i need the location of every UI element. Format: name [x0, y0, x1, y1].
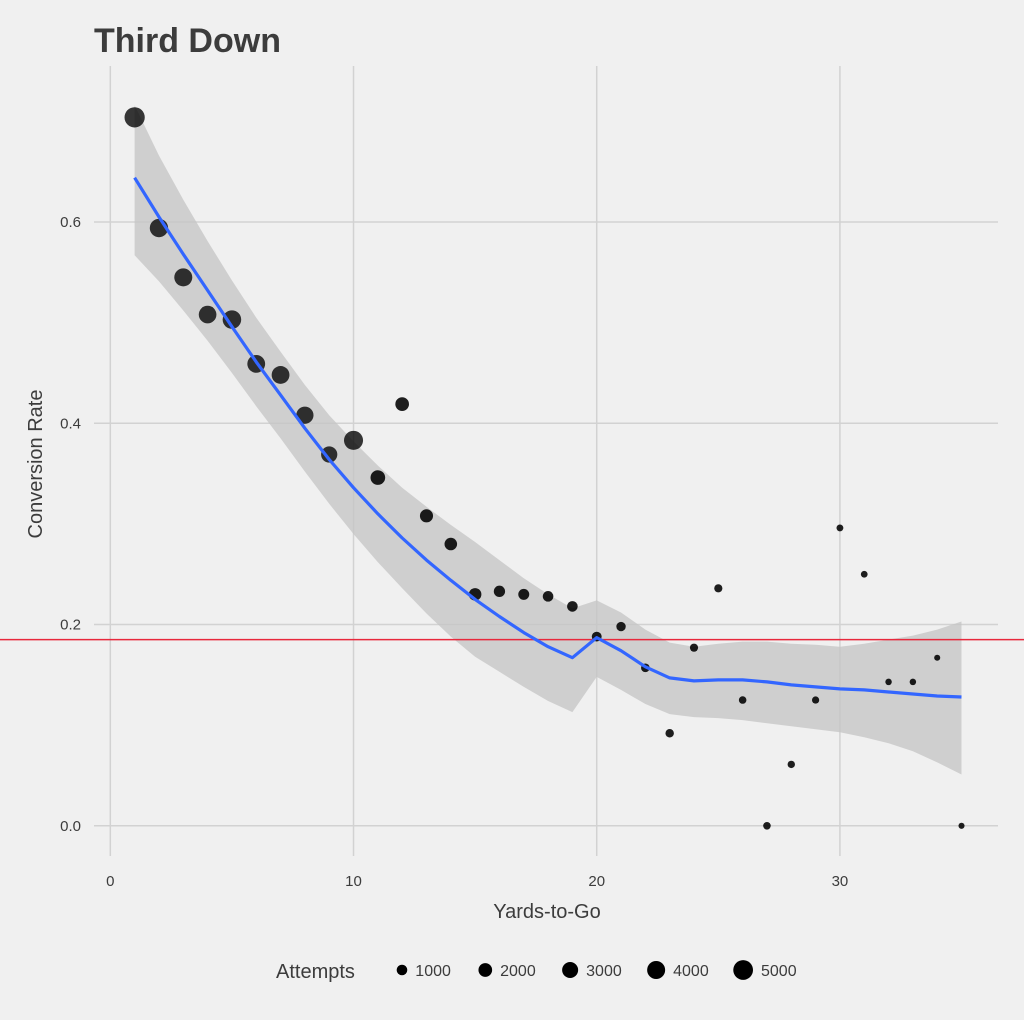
- data-point: [958, 822, 965, 829]
- x-tick-label: 20: [588, 873, 605, 890]
- legend-key: [647, 961, 666, 979]
- data-point: [885, 678, 892, 686]
- data-point: [296, 406, 314, 424]
- y-tick-label: 0.6: [60, 214, 81, 231]
- data-point: [909, 678, 917, 686]
- legend-entries: 1000 2000 3000 4000 5000: [396, 960, 797, 980]
- x-tick-labels: 0 10 20 30: [106, 873, 848, 890]
- data-point: [738, 696, 747, 704]
- grid-lines: [94, 66, 998, 856]
- legend-label: 1000: [415, 963, 451, 980]
- chart-title: Third Down: [94, 22, 281, 60]
- data-point: [616, 621, 626, 632]
- x-tick-label: 10: [345, 873, 362, 890]
- data-point: [567, 601, 578, 612]
- y-tick-label: 0.4: [60, 415, 81, 432]
- confidence-band: [134, 105, 962, 775]
- y-axis-title: Conversion Rate: [25, 390, 47, 539]
- data-point: [124, 107, 145, 128]
- data-point: [321, 446, 338, 463]
- data-point: [222, 310, 242, 329]
- legend-label: 3000: [586, 963, 622, 980]
- y-tick-label: 0.2: [60, 617, 81, 634]
- legend-key: [733, 960, 754, 980]
- data-point: [665, 729, 674, 738]
- data-point: [198, 305, 217, 324]
- data-point: [419, 509, 434, 523]
- y-tick-label: 0.0: [60, 818, 81, 835]
- legend-key: [396, 964, 408, 976]
- legend-key: [562, 961, 579, 979]
- legend-label: 4000: [673, 963, 709, 980]
- data-point: [271, 366, 290, 384]
- x-tick-label: 0: [106, 873, 114, 890]
- data-point: [542, 591, 554, 602]
- size-legend: Attempts 1000 2000 3000 4000 5000: [276, 960, 797, 983]
- legend-label: 5000: [761, 963, 797, 980]
- legend-key: [478, 963, 493, 977]
- data-point: [811, 696, 820, 704]
- y-tick-labels: 0.0 0.2 0.4 0.6: [60, 214, 81, 835]
- data-point: [444, 537, 458, 551]
- x-axis-title: Yards-to-Go: [493, 901, 600, 923]
- smooth-fit-layer: [133, 176, 962, 699]
- legend-label: 2000: [500, 963, 536, 980]
- confidence-band-layer: [134, 105, 962, 775]
- legend-title: Attempts: [276, 961, 355, 983]
- smooth-fit-line: [133, 176, 962, 699]
- data-point: [518, 588, 530, 600]
- data-point: [860, 570, 868, 578]
- x-tick-label: 30: [832, 873, 849, 890]
- data-point: [493, 585, 506, 597]
- data-point: [343, 430, 364, 450]
- data-point: [836, 524, 844, 532]
- data-point: [787, 760, 795, 769]
- data-point: [714, 584, 723, 593]
- data-point: [934, 654, 941, 661]
- data-point: [370, 470, 386, 485]
- data-point: [174, 268, 193, 287]
- data-point: [689, 643, 699, 652]
- data-point: [395, 397, 409, 411]
- data-point: [763, 822, 771, 830]
